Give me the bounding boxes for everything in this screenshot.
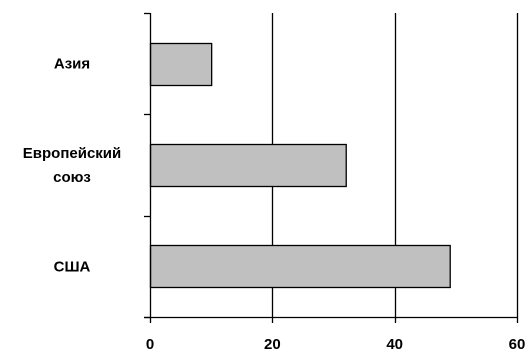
x-tick-label-40: 40: [386, 336, 403, 353]
x-tick-label-20: 20: [264, 336, 281, 353]
category-label: США: [54, 258, 91, 275]
bars: [149, 42, 451, 289]
category-label: Европейский союз: [23, 145, 121, 186]
bar-2: [149, 143, 347, 188]
x-tick-label-0: 0: [146, 336, 154, 353]
bar-1: [149, 42, 213, 87]
axes: [144, 12, 519, 323]
category-labels: Азия Европейский союз США: [23, 56, 121, 276]
x-tick-labels: 0 20 40 60: [146, 336, 526, 353]
bar-3: [149, 244, 451, 289]
x-tick-label-60: 60: [509, 336, 526, 353]
category-label: Азия: [54, 56, 90, 73]
